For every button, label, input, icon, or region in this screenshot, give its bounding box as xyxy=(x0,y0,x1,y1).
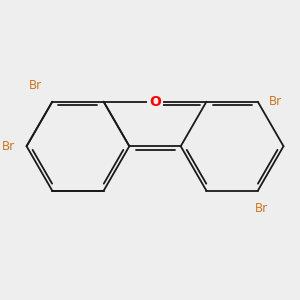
Text: Br: Br xyxy=(2,140,15,153)
Text: Br: Br xyxy=(269,95,282,108)
Text: O: O xyxy=(149,95,161,109)
Text: Br: Br xyxy=(255,202,268,215)
Text: Br: Br xyxy=(29,79,42,92)
